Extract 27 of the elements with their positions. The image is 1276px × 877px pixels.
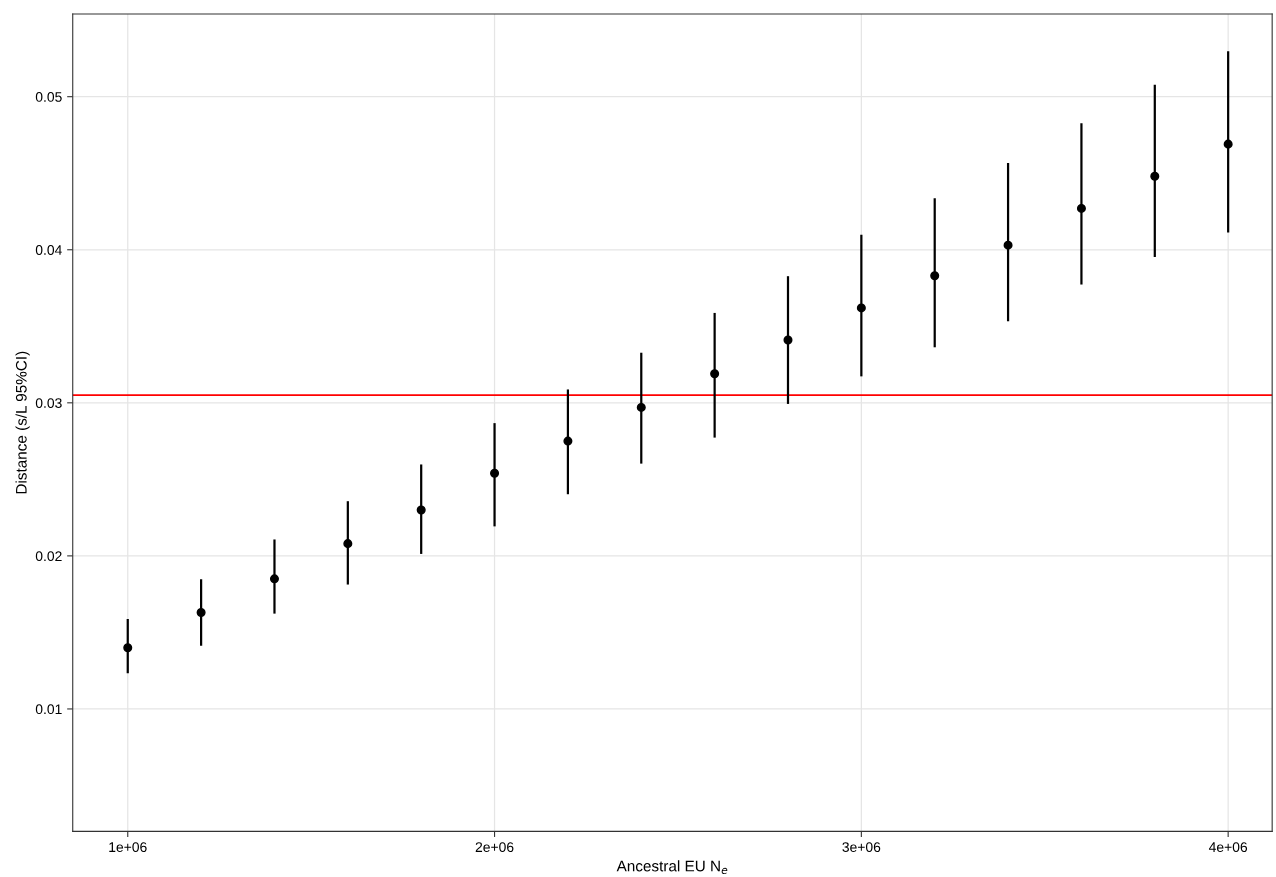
y-tick-label: 0.04 bbox=[35, 245, 62, 255]
x-tick-label: 2e+06 bbox=[475, 842, 514, 853]
x-tick-label: 3e+06 bbox=[842, 842, 881, 853]
point bbox=[930, 271, 940, 281]
point bbox=[563, 436, 573, 446]
point bbox=[710, 369, 720, 379]
y-tick-label: 0.05 bbox=[35, 92, 62, 102]
point bbox=[416, 505, 426, 515]
y-tick-label: 0.03 bbox=[35, 398, 62, 408]
point bbox=[1150, 171, 1160, 181]
y-tick-label: 0.02 bbox=[35, 551, 62, 562]
point bbox=[636, 402, 646, 412]
point bbox=[1223, 139, 1233, 149]
x-tick-label: 1e+06 bbox=[109, 842, 147, 853]
point bbox=[1076, 203, 1086, 213]
point bbox=[123, 643, 133, 653]
y-tick-label: 0.01 bbox=[35, 704, 62, 715]
point bbox=[196, 607, 206, 618]
x-axis-title: Ancestral EU N$_{e}$ bbox=[616, 860, 728, 874]
point bbox=[343, 539, 353, 549]
x-tick-label: 4e+06 bbox=[1208, 842, 1248, 853]
point bbox=[856, 303, 866, 313]
y-axis-title: Distance (s/L 95%CI) bbox=[15, 351, 30, 494]
point bbox=[1003, 240, 1013, 250]
point bbox=[783, 335, 793, 345]
point bbox=[269, 574, 279, 584]
point bbox=[490, 468, 500, 478]
